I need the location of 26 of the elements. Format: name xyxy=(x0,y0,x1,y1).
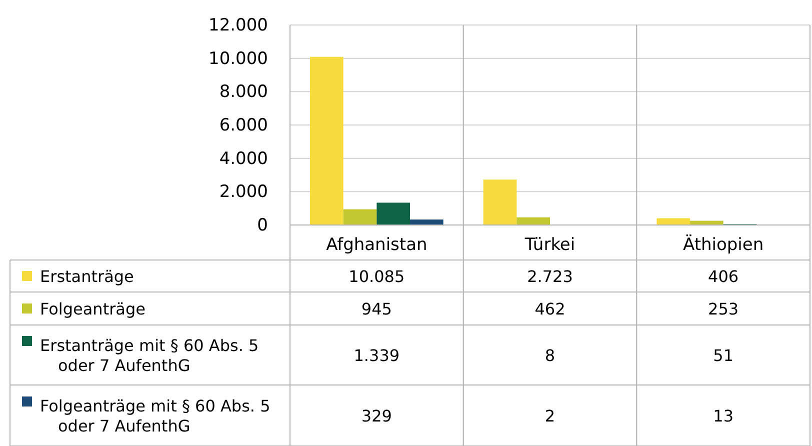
y-tick-label: 2.000 xyxy=(219,182,268,202)
data-label: 2 xyxy=(544,406,556,426)
legend-label: Folgeanträge xyxy=(40,300,146,318)
x-tick-label: Türkei xyxy=(524,235,576,255)
x-tick-label: Afghanistan xyxy=(326,235,428,255)
legend-label: Erstanträge xyxy=(40,267,134,286)
data-label: 2.723 xyxy=(527,267,573,286)
y-tick-label: 6.000 xyxy=(219,115,268,136)
data-label: 945 xyxy=(361,300,392,318)
data-label: 462 xyxy=(534,300,566,318)
y-tick-label: 12.000 xyxy=(208,15,268,36)
data-label: 8 xyxy=(544,346,556,365)
data-label: 13 xyxy=(713,406,734,426)
legend-label: Folgeanträge mit § 60 Abs. 5 oder 7 AufenthG xyxy=(40,396,270,436)
y-tick-label: 0 xyxy=(257,215,268,236)
data-label: 10.085 xyxy=(348,267,405,286)
y-tick-label: 10.000 xyxy=(208,48,268,69)
data-label: 406 xyxy=(708,267,739,286)
data-label: 51 xyxy=(713,346,734,365)
legend-label: Erstanträge mit § 60 Abs. 5 oder 7 AufenthG xyxy=(40,336,259,375)
y-tick-label: 8.000 xyxy=(219,82,268,102)
y-tick-label: 4.000 xyxy=(219,148,268,169)
data-label: 253 xyxy=(708,300,739,318)
data-label: 329 xyxy=(361,406,392,426)
x-tick-label: Äthiopien xyxy=(683,234,764,255)
data-label: 1.339 xyxy=(354,346,400,365)
